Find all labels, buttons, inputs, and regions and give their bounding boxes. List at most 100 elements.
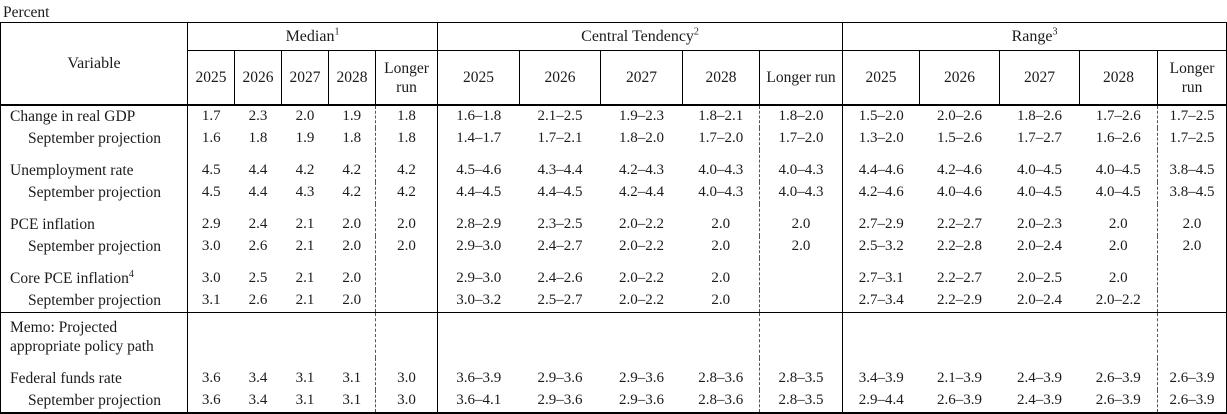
value-cell: 1.5–2.6 xyxy=(937,130,983,146)
value-cell: 4.2–4.4 xyxy=(619,184,665,200)
value-cell: 2.0 xyxy=(342,216,362,232)
value-cell: 1.8–2.0 xyxy=(759,105,843,128)
value-cell: 1.7–2.7 xyxy=(1017,130,1063,146)
value-cell: 3.6–4.1 xyxy=(437,390,520,413)
value-cell: 4.5 xyxy=(187,150,235,182)
table-row: September projection 3.0 2.6 2.1 2.0 2.0 2.9–3… xyxy=(1,236,1227,258)
footnote-marker: 4 xyxy=(128,268,134,280)
value-cell: 2.3 xyxy=(248,108,268,124)
group-header-median: Median1 xyxy=(186,22,438,51)
range-label: Range xyxy=(1011,27,1053,45)
value-cell xyxy=(600,312,683,358)
value-cell: 4.2 xyxy=(342,184,362,200)
value-cell: 3.4 xyxy=(248,392,268,408)
value-cell: 2.0–2.2 xyxy=(619,216,665,232)
year-header-ct-2027: 2027 xyxy=(600,50,683,106)
value-cell xyxy=(374,258,438,290)
table-row: Unemployment rate 4.5 4.4 4.2 4.2 4.2 4.5–4.6 4… xyxy=(1,150,1227,182)
value-cell: 2.0 xyxy=(1108,270,1128,286)
value-cell: 1.7–2.0 xyxy=(759,128,843,150)
row-label: Federal funds rate xyxy=(10,370,122,387)
value-cell: 4.0–4.3 xyxy=(759,182,843,204)
value-cell: 2.8–3.5 xyxy=(759,358,843,390)
value-cell: 1.9 xyxy=(295,130,315,146)
value-cell xyxy=(999,312,1080,358)
value-cell: 1.7–2.6 xyxy=(1095,108,1141,124)
value-cell: 2.0–2.3 xyxy=(1017,216,1063,232)
value-cell: 4.4–4.5 xyxy=(537,184,583,200)
row-label: September projection xyxy=(28,392,161,409)
value-cell: 2.5 xyxy=(248,270,268,286)
year-header-range-2027: 2027 xyxy=(999,50,1080,106)
value-cell: 2.9–3.6 xyxy=(619,392,665,408)
value-cell: 1.7–2.1 xyxy=(537,130,583,146)
value-cell: 4.2–4.3 xyxy=(619,162,665,178)
value-cell: 2.1–3.9 xyxy=(937,370,983,386)
value-cell: 3.1 xyxy=(187,290,235,313)
value-cell xyxy=(187,312,235,358)
value-cell: 2.0 xyxy=(1108,216,1128,232)
value-cell: 1.6–1.8 xyxy=(437,105,520,128)
value-cell: 2.0–2.2 xyxy=(619,292,665,308)
value-cell: 1.7 xyxy=(187,105,235,128)
value-cell: 2.5–2.7 xyxy=(537,292,583,308)
value-cell: 2.0–2.2 xyxy=(619,238,665,254)
value-cell: 2.8–3.6 xyxy=(698,392,744,408)
value-cell: 2.9–4.4 xyxy=(842,390,920,413)
value-cell: 2.1 xyxy=(295,238,315,254)
year-header-range-2026: 2026 xyxy=(919,50,1000,106)
central-tendency-label: Central Tendency xyxy=(581,27,694,45)
value-cell: 1.8–2.0 xyxy=(619,130,665,146)
value-cell: 2.1 xyxy=(295,292,315,308)
year-header-range-longer-run: Longer run xyxy=(1157,50,1227,106)
value-cell: 2.0 xyxy=(759,236,843,258)
value-cell: 2.8–3.6 xyxy=(698,370,744,386)
value-cell: 4.2 xyxy=(374,182,438,204)
row-label: Core PCE inflation4 xyxy=(10,268,134,287)
value-cell: 2.9–3.6 xyxy=(537,392,583,408)
value-cell: 2.0 xyxy=(342,238,362,254)
value-cell xyxy=(234,312,282,358)
table-row: Memo: Projected appropriate policy path xyxy=(0,312,1227,358)
value-cell: 2.0 xyxy=(342,292,362,308)
value-cell: 3.0 xyxy=(187,258,235,290)
value-cell: 2.3–2.5 xyxy=(537,216,583,232)
value-cell xyxy=(374,290,438,313)
value-cell: 2.8–2.9 xyxy=(437,204,520,236)
group-header-row: Variable Median1 Central Tendency2 Range… xyxy=(0,22,1227,106)
table-row: Core PCE inflation4 3.0 2.5 2.1 2.0 2.9–3.0 2.… xyxy=(1,258,1227,290)
value-cell: 4.0–4.5 xyxy=(1095,162,1141,178)
value-cell: 2.0 xyxy=(1157,204,1227,236)
value-cell: 4.0–4.5 xyxy=(1095,184,1141,200)
value-cell: 2.4–2.7 xyxy=(537,238,583,254)
value-cell: 2.0 xyxy=(711,270,731,286)
value-cell: 2.4–3.9 xyxy=(1017,370,1063,386)
value-cell: 1.8 xyxy=(374,128,438,150)
year-header-ct-2025: 2025 xyxy=(437,50,520,106)
value-cell: 2.4 xyxy=(248,216,268,232)
year-header-range-2025: 2025 xyxy=(842,50,920,106)
value-cell: 2.0–2.4 xyxy=(1017,238,1063,254)
year-header-ct-longer-run: Longer run xyxy=(759,50,843,106)
economic-projections-table: Variable Median1 Central Tendency2 Range… xyxy=(0,22,1227,414)
value-cell: 4.2 xyxy=(374,150,438,182)
value-cell: 3.6–3.9 xyxy=(437,358,520,390)
value-cell: 2.0–2.4 xyxy=(1017,292,1063,308)
value-cell: 4.3–4.4 xyxy=(537,162,583,178)
value-cell: 2.9–3.0 xyxy=(437,258,520,290)
value-cell: 2.0 xyxy=(295,108,315,124)
year-header-row: 2025 2026 2027 2028 Longer run 2025 2026… xyxy=(1,50,1227,106)
value-cell: 2.9–3.6 xyxy=(537,370,583,386)
footnote-marker: 2 xyxy=(693,26,699,38)
footnote-marker: 3 xyxy=(1052,26,1058,38)
value-cell: 3.0 xyxy=(374,358,438,390)
value-cell: 2.6–3.9 xyxy=(1157,358,1227,390)
value-cell: 4.0–4.6 xyxy=(937,184,983,200)
value-cell: 2.2–2.8 xyxy=(937,238,983,254)
value-cell: 2.9–3.6 xyxy=(619,370,665,386)
value-cell xyxy=(281,312,329,358)
value-cell: 1.8–2.6 xyxy=(1017,108,1063,124)
value-cell xyxy=(759,312,843,358)
value-cell: 2.0 xyxy=(342,270,362,286)
value-cell: 3.6 xyxy=(187,358,235,390)
